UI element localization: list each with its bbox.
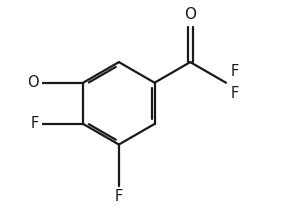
Text: F: F	[231, 64, 239, 79]
Text: F: F	[231, 86, 239, 101]
Text: F: F	[31, 116, 39, 131]
Text: O: O	[27, 75, 38, 90]
Text: O: O	[184, 7, 196, 22]
Text: F: F	[115, 189, 123, 204]
